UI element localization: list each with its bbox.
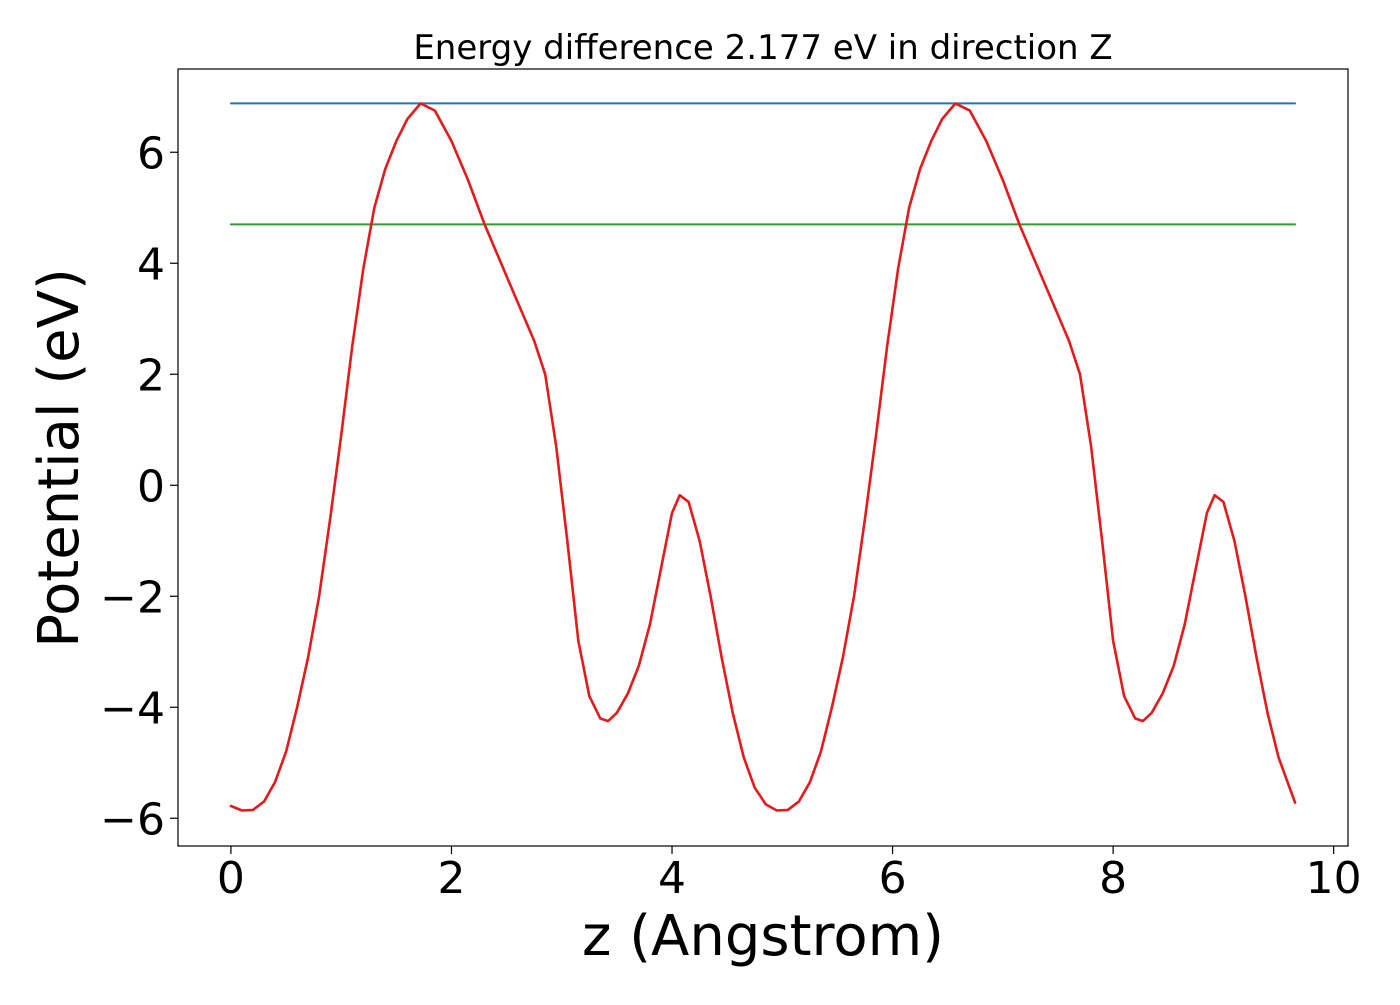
chart-title: Energy difference 2.177 eV in direction … bbox=[413, 28, 1112, 68]
x-tick-label: 8 bbox=[1099, 853, 1127, 904]
x-axis-ticks: 0 2 4 6 8 10 bbox=[217, 846, 1362, 904]
x-tick-label: 10 bbox=[1306, 853, 1362, 904]
x-tick-label: 6 bbox=[879, 853, 907, 904]
y-tick-label: 2 bbox=[137, 350, 165, 401]
y-tick-label: −6 bbox=[100, 794, 165, 845]
series-layer bbox=[229, 102, 1297, 812]
y-tick-label: −4 bbox=[100, 683, 165, 734]
y-tick-label: 6 bbox=[137, 128, 165, 179]
y-axis-label: Potential (eV) bbox=[27, 268, 92, 648]
y-tick-label: 4 bbox=[137, 239, 165, 290]
series-line-2 bbox=[229, 102, 1297, 812]
x-axis-label: z (Angstrom) bbox=[582, 904, 944, 969]
x-tick-label: 2 bbox=[437, 853, 465, 904]
x-tick-label: 4 bbox=[658, 853, 686, 904]
x-tick-label: 0 bbox=[217, 853, 245, 904]
plot-area-frame bbox=[177, 68, 1349, 847]
y-axis-ticks: −6 −4 −2 0 2 4 6 bbox=[100, 128, 178, 845]
y-tick-label: 0 bbox=[137, 461, 165, 512]
y-tick-label: −2 bbox=[100, 572, 165, 623]
